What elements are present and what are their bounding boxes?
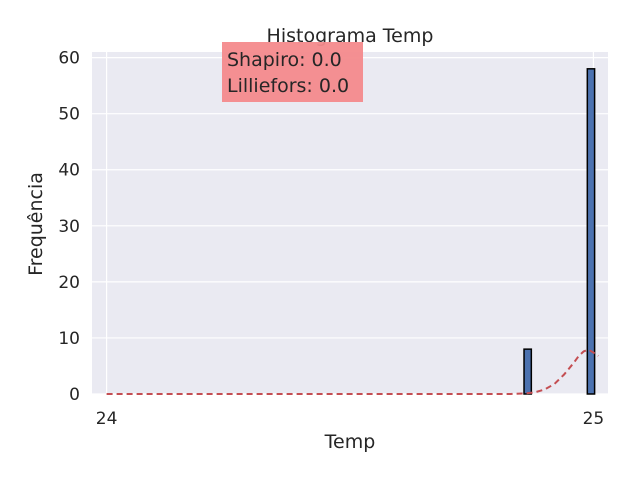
y-tick-label: 60 bbox=[58, 49, 80, 69]
x-tick-label: 25 bbox=[583, 409, 605, 429]
stats-annotation-line-2: Lilliefors: 0.0 bbox=[227, 75, 349, 97]
stats-annotation-box bbox=[222, 42, 363, 102]
y-tick-label: 20 bbox=[58, 273, 80, 293]
stats-annotation-line-1: Shapiro: 0.0 bbox=[227, 49, 342, 71]
x-axis-ticks: 24 25 bbox=[96, 409, 604, 429]
stats-annotation: Shapiro: 0.0 Lilliefors: 0.0 bbox=[222, 42, 363, 102]
x-axis-label: Temp bbox=[324, 431, 376, 453]
y-tick-label: 0 bbox=[69, 385, 80, 405]
histogram-bar bbox=[586, 68, 596, 395]
y-tick-label: 10 bbox=[58, 329, 80, 349]
x-tick-label: 24 bbox=[96, 409, 118, 429]
y-tick-label: 50 bbox=[58, 105, 80, 125]
histogram-bars bbox=[523, 68, 596, 395]
y-axis-ticks: 0 10 20 30 40 50 60 bbox=[58, 49, 80, 405]
y-tick-label: 30 bbox=[58, 217, 80, 237]
y-tick-label: 40 bbox=[58, 161, 80, 181]
kde-curve bbox=[106, 348, 599, 395]
plot-area bbox=[92, 52, 608, 394]
y-axis-label: Frequência bbox=[25, 172, 47, 276]
chart-title: Histograma Temp bbox=[267, 25, 434, 47]
histogram-bar bbox=[523, 348, 533, 395]
